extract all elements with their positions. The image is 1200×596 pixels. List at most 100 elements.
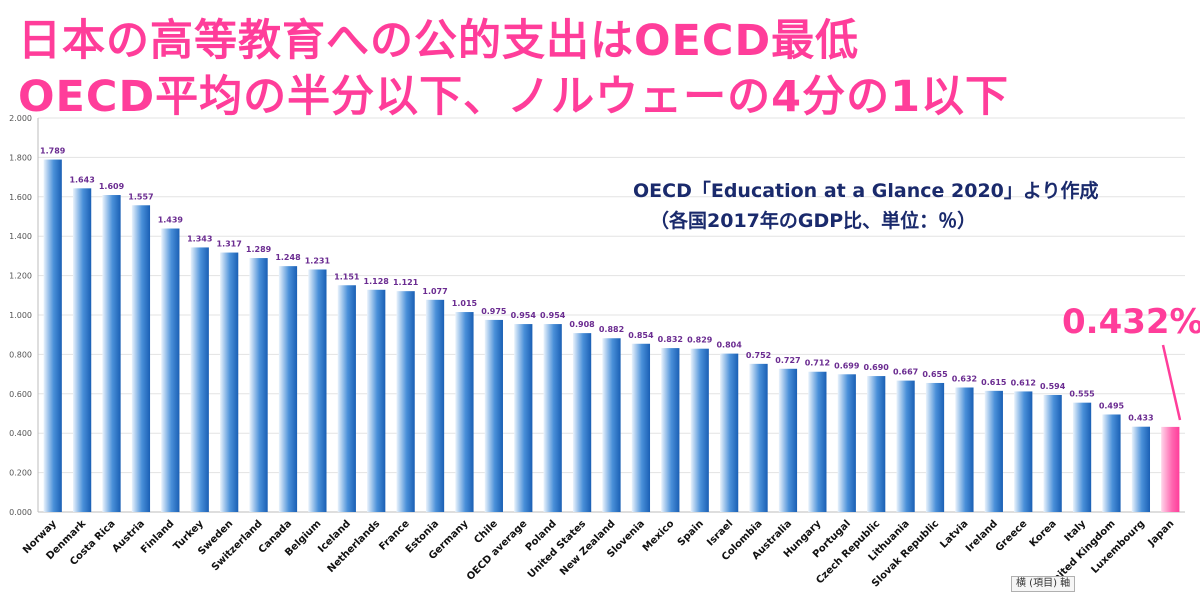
data-label: 1.289 [246, 245, 272, 254]
y-tick-label: 1.600 [9, 193, 32, 202]
bar-spain [690, 348, 709, 512]
bar-latvia [955, 387, 974, 512]
data-label: 0.495 [1099, 401, 1125, 410]
bar-hungary [808, 371, 827, 512]
data-label: 1.343 [187, 234, 212, 243]
bar-chile [484, 319, 503, 512]
bar-sweden [220, 252, 239, 512]
bar-poland [543, 324, 562, 512]
data-label: 0.690 [864, 363, 890, 372]
bar-austria [131, 205, 151, 512]
data-label: 1.121 [393, 278, 419, 287]
bar-germany [455, 312, 474, 512]
bar-portugal [837, 374, 856, 512]
bar-mexico [661, 348, 680, 512]
data-label: 0.433 [1128, 414, 1153, 423]
x-tick-label: Mexico [641, 518, 677, 554]
x-tick-label: Japan [1146, 518, 1177, 549]
bar-new-zealand [602, 338, 621, 512]
bar-united-states [572, 333, 592, 512]
y-tick-label: 1.800 [9, 153, 32, 162]
data-label: 0.632 [952, 374, 977, 383]
bar-lithuania [896, 380, 915, 512]
bar-italy [1072, 402, 1092, 512]
data-label: 1.643 [69, 175, 94, 184]
bar-luxembourg [1131, 426, 1151, 512]
data-label: 1.231 [305, 256, 331, 265]
bar-costa-rica [102, 195, 121, 513]
source-note: OECD「Education at a Glance 2020」より作成 [633, 180, 1099, 202]
data-label: 0.699 [834, 361, 860, 370]
y-tick-label: 2.000 [9, 114, 32, 123]
x-tick-label: Korea [1028, 518, 1059, 549]
data-label: 0.975 [481, 307, 507, 316]
y-tick-label: 0.600 [9, 390, 32, 399]
y-tick-label: 0.200 [9, 469, 32, 478]
y-tick-label: 0.000 [9, 508, 32, 517]
data-label: 1.789 [40, 147, 66, 156]
bars [43, 159, 1180, 513]
x-tick-label: Italy [1063, 518, 1089, 544]
data-label: 1.248 [275, 253, 301, 262]
bar-japan [1161, 426, 1180, 512]
data-label: 0.712 [805, 359, 830, 368]
title-line-1: 日本の高等教育への公的支出はOECD最低 [18, 16, 860, 66]
bar-belgium [308, 269, 327, 512]
bar-estonia [425, 299, 445, 512]
data-label: 0.615 [981, 378, 1007, 387]
data-label: 0.854 [628, 331, 654, 340]
y-tick-label: 0.800 [9, 350, 32, 359]
x-tick-label: Greece [994, 518, 1030, 554]
data-label: 1.077 [422, 287, 447, 296]
data-label: 1.317 [217, 240, 242, 249]
y-tick-label: 1.000 [9, 311, 32, 320]
y-axis: 0.000 0.200 0.400 0.600 0.800 1.000 1.200 1.400… [9, 114, 39, 517]
title-line-2: OECD平均の半分以下、ノルウェーの4分の1以下 [18, 72, 1010, 122]
bar-greece [1014, 391, 1033, 512]
data-label: 0.667 [893, 368, 918, 377]
bar-turkey [190, 247, 209, 512]
bar-united-kingdom [1102, 414, 1121, 512]
data-label: 0.594 [1040, 382, 1066, 391]
data-label: 0.727 [775, 356, 800, 365]
bar-denmark [72, 188, 92, 513]
japan-value-callout: 0.432% [1062, 302, 1200, 342]
y-tick-label: 1.200 [9, 272, 32, 281]
bar-ireland [984, 390, 1003, 512]
x-tick-label: Netherlands [326, 518, 383, 575]
data-label: 0.612 [1011, 378, 1036, 387]
data-label: 1.557 [128, 192, 153, 201]
bar-slovenia [631, 343, 651, 512]
data-label: 0.954 [540, 311, 566, 320]
data-label: 0.882 [599, 325, 624, 334]
bar-switzerland [249, 258, 268, 512]
data-label: 1.015 [452, 299, 478, 308]
unit-note: （各国2017年のGDP比、単位：％） [650, 210, 977, 232]
bar-finland [161, 228, 180, 512]
bar-australia [778, 368, 798, 512]
data-label: 0.752 [746, 351, 771, 360]
data-label: 0.832 [658, 335, 683, 344]
data-label: 0.829 [687, 336, 713, 345]
data-label: 0.954 [511, 311, 537, 320]
bar-colombia [749, 363, 768, 512]
data-label: 0.804 [716, 341, 742, 350]
bar-netherlands [367, 289, 386, 512]
bar-korea [1043, 394, 1062, 512]
callout-pointer [1161, 344, 1182, 421]
data-label: 1.609 [99, 182, 125, 191]
x-tick-label: Spain [676, 518, 706, 548]
data-label: 0.908 [569, 320, 595, 329]
data-label: 1.128 [364, 277, 390, 286]
bar-iceland [337, 285, 356, 512]
y-tick-label: 1.400 [9, 232, 32, 241]
bar-israel [720, 353, 739, 512]
bar-france [396, 291, 415, 512]
x-tick-label: Luxembourg [1089, 518, 1147, 576]
bar-slovak-republic [925, 382, 945, 512]
bar-norway [43, 159, 62, 512]
bar-oecd-average [514, 324, 533, 512]
